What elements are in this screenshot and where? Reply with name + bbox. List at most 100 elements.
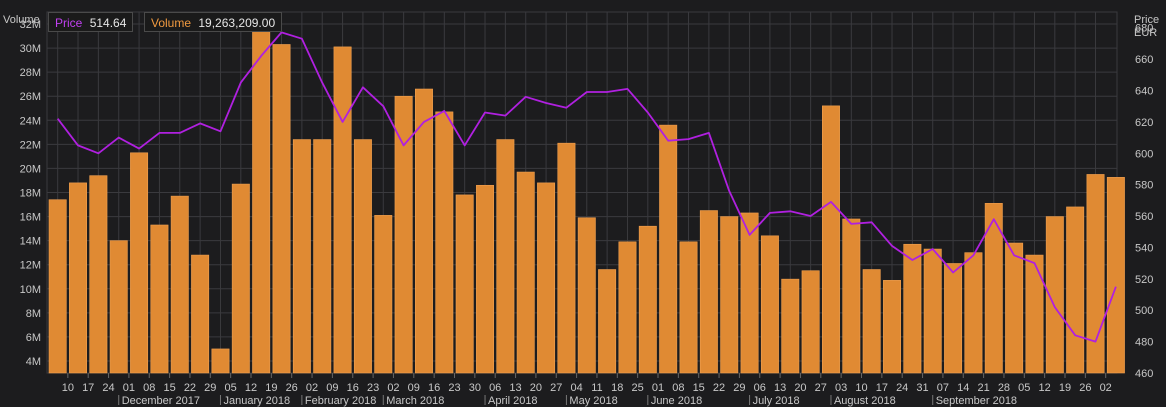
- volume-bar: [964, 252, 983, 374]
- volume-bar: [455, 194, 474, 374]
- month-label: January 2018: [223, 395, 290, 407]
- x-tick-label: 24: [102, 382, 114, 394]
- right-axis-unit: EUR: [1134, 27, 1157, 39]
- volume-bar: [984, 203, 1003, 374]
- left-axis-ticks: 4M 6M 8M 10M 12M 14M 16M 18M 20M 22M 24M 26M 28M 30M 3…: [20, 19, 41, 368]
- right-axis-title: Price: [1134, 14, 1159, 26]
- x-tick-label: 11: [591, 382, 602, 394]
- volume-bar: [353, 139, 372, 374]
- volume-bar: [231, 183, 250, 374]
- left-tick-label: 18M: [20, 188, 41, 200]
- left-tick-label: 10M: [20, 284, 41, 296]
- volume-bar: [1005, 242, 1024, 374]
- x-tick-label: 19: [1059, 382, 1071, 394]
- volume-bars: [48, 30, 1125, 374]
- x-tick-label: 22: [184, 382, 196, 394]
- volume-bar: [1025, 254, 1044, 374]
- volume-bar: [944, 263, 963, 374]
- x-tick-label: 16: [428, 382, 440, 394]
- volume-legend-value: 19,263,209.00: [198, 16, 276, 30]
- x-tick-label: 29: [204, 382, 216, 394]
- x-tick-label: 01: [123, 382, 135, 394]
- left-tick-label: 8M: [26, 308, 41, 320]
- left-tick-label: 6M: [26, 332, 41, 344]
- volume-bar: [760, 235, 779, 374]
- volume-bar: [883, 280, 901, 374]
- x-tick-label: 15: [693, 382, 705, 394]
- price-legend-label: Price: [55, 16, 83, 30]
- volume-bar: [130, 152, 149, 374]
- volume-bar: [313, 139, 332, 374]
- right-tick-label: 460: [1135, 368, 1153, 380]
- volume-bar: [638, 225, 657, 374]
- x-tick-label: 02: [1100, 382, 1112, 394]
- right-tick-label: 520: [1135, 274, 1153, 286]
- volume-bar: [1106, 177, 1125, 374]
- volume-legend-label: Volume: [151, 16, 192, 30]
- left-axis-title: Volume: [3, 14, 40, 26]
- left-tick-label: 14M: [20, 236, 41, 248]
- volume-bar: [903, 243, 922, 374]
- right-tick-label: 580: [1135, 180, 1153, 192]
- x-tick-label: 17: [82, 382, 94, 394]
- month-label: August 2018: [834, 395, 896, 407]
- x-tick-label: 08: [143, 382, 155, 394]
- volume-bar: [414, 88, 433, 374]
- volume-bar: [740, 212, 759, 374]
- right-axis-ticks: 460 480 500 520 540 560 580 600 620 640 660 680: [1135, 23, 1153, 380]
- x-axis-ticks: 10 17 24 01 08 15 22 29 05 12 19 26 02 09 16 23 02 09 16 23…: [62, 373, 1112, 394]
- left-tick-label: 22M: [20, 139, 41, 151]
- volume-bar: [252, 30, 271, 374]
- x-tick-label: 01: [652, 382, 664, 394]
- right-tick-label: 620: [1135, 117, 1153, 129]
- x-tick-label: 17: [876, 382, 888, 394]
- volume-bar: [191, 254, 210, 374]
- x-tick-label: 03: [835, 382, 847, 394]
- volume-bar: [496, 139, 515, 374]
- x-tick-label: 24: [896, 382, 908, 394]
- volume-bar: [842, 218, 861, 374]
- x-tick-label: 04: [570, 382, 582, 394]
- volume-bar: [1066, 206, 1085, 374]
- volume-bar: [435, 111, 454, 374]
- left-tick-label: 4M: [26, 356, 41, 368]
- month-label: July 2018: [753, 395, 800, 407]
- volume-bar: [577, 217, 596, 374]
- x-tick-label: 25: [632, 382, 644, 394]
- x-tick-label: 12: [245, 382, 257, 394]
- volume-bar: [801, 270, 820, 374]
- x-tick-label: 12: [1039, 382, 1051, 394]
- volume-bar: [618, 241, 637, 374]
- month-label: March 2018: [386, 395, 444, 407]
- right-tick-label: 600: [1135, 148, 1153, 160]
- volume-bar: [557, 142, 576, 374]
- volume-bar: [537, 182, 556, 374]
- x-tick-label: 09: [408, 382, 420, 394]
- x-tick-label: 26: [286, 382, 298, 394]
- volume-bar: [48, 199, 67, 374]
- left-tick-label: 24M: [20, 115, 41, 127]
- month-label: December 2017: [122, 395, 200, 407]
- volume-bar: [1045, 216, 1064, 374]
- volume-bar: [150, 224, 169, 374]
- month-labels: December 2017 January 2018 February 2018 Ma…: [118, 395, 1017, 407]
- month-label: February 2018: [305, 395, 377, 407]
- volume-bar: [679, 241, 698, 374]
- x-tick-label: 02: [306, 382, 318, 394]
- volume-bar: [821, 105, 840, 374]
- right-tick-label: 500: [1135, 305, 1153, 317]
- x-tick-label: 10: [855, 382, 867, 394]
- x-tick-label: 20: [794, 382, 806, 394]
- month-label: September 2018: [936, 395, 1017, 407]
- month-label: April 2018: [488, 395, 538, 407]
- left-tick-label: 28M: [20, 67, 41, 79]
- volume-bar: [862, 269, 881, 374]
- x-tick-label: 15: [163, 382, 175, 394]
- volume-bar: [516, 171, 535, 374]
- x-tick-label: 19: [265, 382, 277, 394]
- x-tick-label: 06: [754, 382, 766, 394]
- volume-bar: [1086, 174, 1105, 374]
- volume-bar: [781, 278, 800, 374]
